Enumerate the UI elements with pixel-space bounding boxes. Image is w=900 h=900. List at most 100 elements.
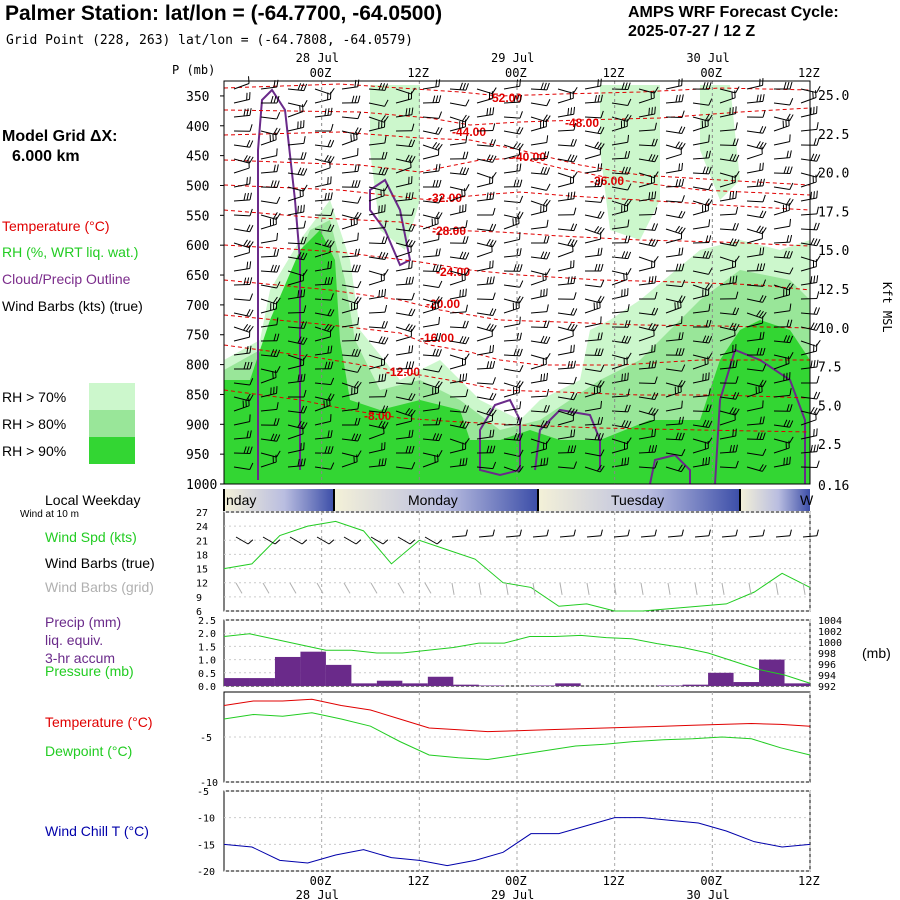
bottom-time-tick-label: 12Z [798,874,820,888]
wind-barb-feather [438,316,441,325]
wind-barb [638,428,657,440]
wind-barb [341,333,361,342]
wind-barb-feather [788,118,790,126]
wind-barb-feather [465,421,470,429]
wind-barb-feather [762,331,765,340]
wind-barb-feather [626,272,628,280]
wind-barb [719,153,740,162]
wind-barb [449,135,468,146]
wind-barb [800,90,817,104]
wind-barb-feather [810,276,813,284]
wind-barb-grid-shaft [424,582,432,594]
wind-barb-shaft [692,141,709,146]
wind-barb-shaft [449,186,466,192]
wind-barb-feather [381,421,386,429]
wind-barb-feather [572,175,575,183]
wind-barb-shaft [287,102,304,108]
wind-barb-feather [515,301,517,310]
wind-barb-feather [435,296,440,303]
wind-barb-feather [300,236,304,244]
wind-barb-feather [759,178,762,187]
temperature-contour [223,244,811,291]
wind-barb-feather [734,328,736,336]
wind-barb [260,370,277,384]
wind-barb-feather [786,198,791,205]
wind-barb-feather [297,121,299,129]
wind-barb-feather [492,139,497,147]
pressure-tick-label: 1000 [186,478,217,493]
wind-barb [287,236,307,245]
wind-barb-feather [435,248,438,256]
wind-barb-feather [330,293,334,301]
wind-barb-feather [789,404,793,412]
wind-barb [314,462,335,470]
wind-barb-feather [330,140,335,148]
temperature-contour-label: -32.00 [428,191,462,205]
pressure-tick-label: 500 [186,179,209,194]
wind-barb-feather [732,222,736,231]
wind-barb-feather [330,107,333,116]
wind-barb-feather [681,178,685,187]
wind-barb-feather [411,240,416,248]
wind-barb-feather [519,433,524,441]
wind-barb [315,123,334,132]
wind-barb [773,319,793,328]
wind-speed-tick-label: 18 [196,550,208,561]
wind-barb [422,449,443,458]
wind-barb-feather [519,401,522,409]
temperature-contour [223,279,811,329]
wind-barb-10m [613,529,630,538]
wind-barb-feather [810,444,813,453]
wind-barb [719,259,737,272]
wind-barb-feather [465,389,469,397]
wind-barb-feather [408,192,411,200]
wind-barb [557,260,575,272]
wind-barb [260,418,280,426]
wind-speed-tick-label: 6 [196,607,202,618]
dewpoint-label: Dewpoint (°C) [45,743,133,759]
wind-barb [368,82,389,91]
wind-barb-feather [623,357,625,366]
wind-barb-feather [516,211,521,219]
wind-barb-feather [573,223,578,231]
wind-barb-feather [246,446,250,454]
wind-barb [665,162,684,174]
wind-barb-feather [246,309,251,316]
wind-barb-feather [813,275,816,284]
wind-barb [341,180,361,188]
wind-barb-feather [702,457,705,466]
wind-barb-feather [732,238,737,246]
wind-barb-feather [707,441,709,449]
pressure-right-tick-label: 992 [818,682,836,693]
wind-barb-feather [789,182,794,190]
wind-barb [746,400,764,412]
wind-barb [638,122,657,132]
wind-barb [395,176,413,188]
wind-barb-feather [570,138,574,147]
wind-barb-feather [651,323,656,331]
top-date-label: 30 Jul [686,51,729,65]
wind-barb-feather [270,180,274,188]
wind-barb-feather [249,277,253,285]
wind-barb-feather [786,319,790,327]
wind-barb [233,76,250,90]
wind-barb-feather [461,114,467,122]
wind-barb-feather [627,82,631,90]
wind-barb-feather [546,529,549,536]
wind-barb-feather [567,445,571,453]
wind-barb [530,151,550,160]
wind-barb-feather [410,244,412,253]
wind-barb-feather [249,430,252,438]
wind-barb-feather [249,124,253,132]
wind-barb-feather [411,413,413,422]
wind-barb-feather [732,323,737,331]
wind-barb [692,166,712,175]
wind-barb-feather [573,429,576,437]
wind-barb-grid [424,582,432,594]
wind-barb-feather [732,154,737,162]
wind-barb [260,127,281,136]
wind-barb-shaft [449,311,466,314]
wind-barb-feather [270,95,274,104]
wind-barb-feather [624,404,628,412]
wind-barb [746,210,767,219]
